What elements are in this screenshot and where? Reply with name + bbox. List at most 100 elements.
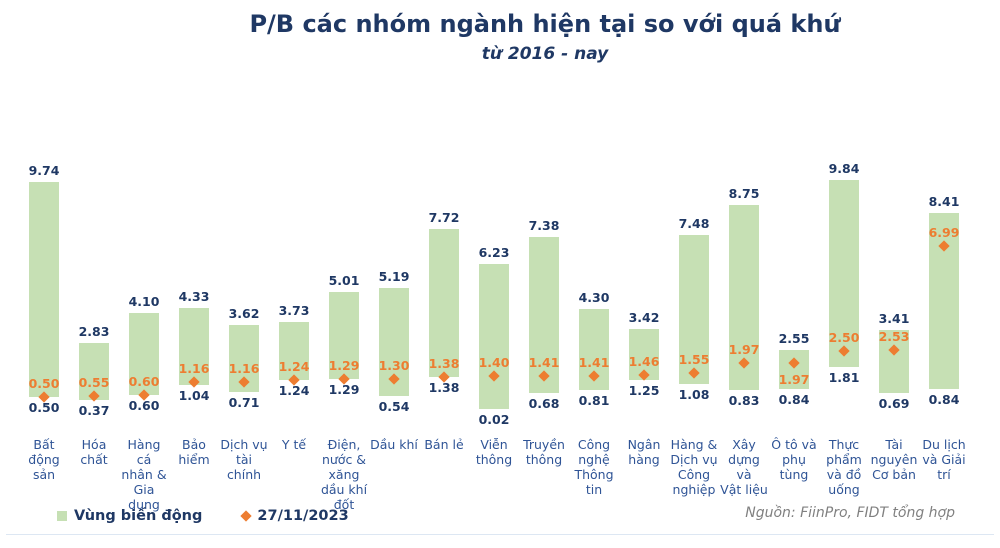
category-label: Truyền thông xyxy=(523,437,565,467)
bar-column: 4.30 0.81 1.41 xyxy=(569,98,619,430)
max-value-label: 3.62 xyxy=(228,305,260,321)
category-label: Hàng & Dịch vụ Công nghiệp xyxy=(670,437,718,497)
range-bar xyxy=(29,182,59,398)
category-label: Bán lẻ xyxy=(424,437,464,452)
bar-column: 9.74 0.50 0.50 xyxy=(19,98,69,430)
chart-subtitle: từ 2016 - nay xyxy=(481,44,609,64)
max-value-label: 7.72 xyxy=(428,210,460,226)
max-value-label: 6.23 xyxy=(478,244,510,260)
min-value-label: 1.38 xyxy=(428,379,460,395)
bar-column: 4.10 0.60 0.60 xyxy=(119,98,169,430)
min-value-label: 0.84 xyxy=(928,392,960,408)
category-label: Bảo hiểm xyxy=(178,437,210,467)
legend: Vùng biến động 27/11/2023 xyxy=(57,508,349,524)
category-label: Y tế xyxy=(281,437,307,452)
category-label: Công nghệ Thông tin xyxy=(574,437,614,497)
bar-column: 7.72 1.38 1.38 xyxy=(419,98,469,430)
current-value-label: 0.50 xyxy=(28,376,60,392)
max-value-label: 3.41 xyxy=(878,310,910,326)
current-value-label: 1.40 xyxy=(478,355,510,371)
max-value-label: 8.41 xyxy=(928,194,960,210)
bar-column: 6.23 0.02 1.40 xyxy=(469,98,519,430)
plot-area: 9.74 0.50 0.50 2.83 0.37 0.55 4.10 0.60 0.60 4.33… xyxy=(19,98,969,430)
current-value-label: 1.46 xyxy=(628,353,660,369)
category-label: Dịch vụ tài chính xyxy=(220,437,268,482)
range-bar xyxy=(329,292,359,379)
min-value-label: 0.83 xyxy=(728,392,760,408)
max-value-label: 4.33 xyxy=(178,289,210,305)
category-label: Viễn thông xyxy=(475,437,513,467)
min-value-label: 1.24 xyxy=(278,383,310,399)
min-value-label: 1.08 xyxy=(678,386,710,402)
category-label: Hàng cá nhân & Gia dụng xyxy=(121,437,167,512)
current-value-label: 6.99 xyxy=(928,225,960,241)
range-bar xyxy=(279,322,309,381)
max-value-label: 7.38 xyxy=(528,218,560,234)
min-value-label: 0.68 xyxy=(528,396,560,412)
category-label: Du lịch và Giải trí xyxy=(922,437,966,482)
legend-range-label: Vùng biến động xyxy=(74,508,203,524)
min-value-label: 0.69 xyxy=(878,395,910,411)
min-value-label: 1.25 xyxy=(628,382,660,398)
current-value-label: 1.16 xyxy=(228,360,260,376)
max-value-label: 5.19 xyxy=(378,269,410,285)
current-value-label: 1.41 xyxy=(528,355,560,371)
min-value-label: 0.84 xyxy=(778,392,810,408)
min-value-label: 0.50 xyxy=(28,400,60,416)
current-value-label: 1.30 xyxy=(378,357,410,373)
min-value-label: 0.81 xyxy=(578,393,610,409)
range-bar xyxy=(679,234,709,384)
bar-column: 3.42 1.25 1.46 xyxy=(619,98,669,430)
max-value-label: 2.55 xyxy=(778,330,810,346)
range-bar xyxy=(829,179,859,367)
range-bar xyxy=(129,313,159,396)
min-value-label: 0.37 xyxy=(78,403,110,419)
bar-column: 3.41 0.69 2.53 xyxy=(869,98,919,430)
bar-column: 3.62 0.71 1.16 xyxy=(219,98,269,430)
range-bar xyxy=(779,349,809,390)
range-bar xyxy=(529,237,559,394)
range-bar xyxy=(179,308,209,385)
max-value-label: 4.30 xyxy=(578,289,610,305)
category-label: Hóa chất xyxy=(80,437,108,467)
max-value-label: 8.75 xyxy=(728,186,760,202)
max-value-label: 5.01 xyxy=(328,273,360,289)
min-value-label: 1.29 xyxy=(328,381,360,397)
bar-column: 2.83 0.37 0.55 xyxy=(69,98,119,430)
bar-column: 5.01 1.29 1.29 xyxy=(319,98,369,430)
range-bar xyxy=(429,229,459,377)
current-value-label: 0.55 xyxy=(78,375,110,391)
bar-column: 7.38 0.68 1.41 xyxy=(519,98,569,430)
current-value-label: 1.55 xyxy=(678,351,710,367)
source-note: Nguồn: FiinPro, FIDT tổng hợp xyxy=(745,505,955,521)
divider-line xyxy=(6,534,994,535)
range-swatch-icon xyxy=(57,511,67,521)
category-label: Điện, nước & xăng dầu khí đốt xyxy=(320,437,368,512)
category-label: Xây dựng và Vật liệu xyxy=(720,437,768,497)
legend-marker-label: 27/11/2023 xyxy=(257,508,349,524)
current-value-label: 1.97 xyxy=(778,372,810,388)
min-value-label: 0.54 xyxy=(378,399,410,415)
diamond-marker-icon xyxy=(240,510,253,522)
category-label: Bất động sản xyxy=(28,437,60,482)
current-value-label: 1.24 xyxy=(278,359,310,375)
max-value-label: 3.42 xyxy=(628,310,660,326)
current-value-label: 1.97 xyxy=(728,342,760,358)
bar-column: 3.73 1.24 1.24 xyxy=(269,98,319,430)
current-value-label: 2.53 xyxy=(878,329,910,345)
category-label: Tài nguyên Cơ bản xyxy=(870,437,918,482)
current-value-label: 0.60 xyxy=(128,374,160,390)
bar-column: 9.84 1.81 2.50 xyxy=(819,98,869,430)
chart-title: P/B các nhóm ngành hiện tại so với quá k… xyxy=(249,10,841,38)
current-value-label: 1.38 xyxy=(428,355,460,371)
max-value-label: 2.83 xyxy=(78,324,110,340)
range-bar xyxy=(879,329,909,393)
max-value-label: 9.84 xyxy=(828,160,860,176)
current-value-label: 2.50 xyxy=(828,329,860,345)
current-value-label: 1.16 xyxy=(178,360,210,376)
max-value-label: 7.48 xyxy=(678,215,710,231)
bar-column: 2.55 0.84 1.97 xyxy=(769,98,819,430)
min-value-label: 1.04 xyxy=(178,387,210,403)
category-axis: Bất động sản Hóa chất Hàng cá nhân & Gia d… xyxy=(19,437,969,512)
